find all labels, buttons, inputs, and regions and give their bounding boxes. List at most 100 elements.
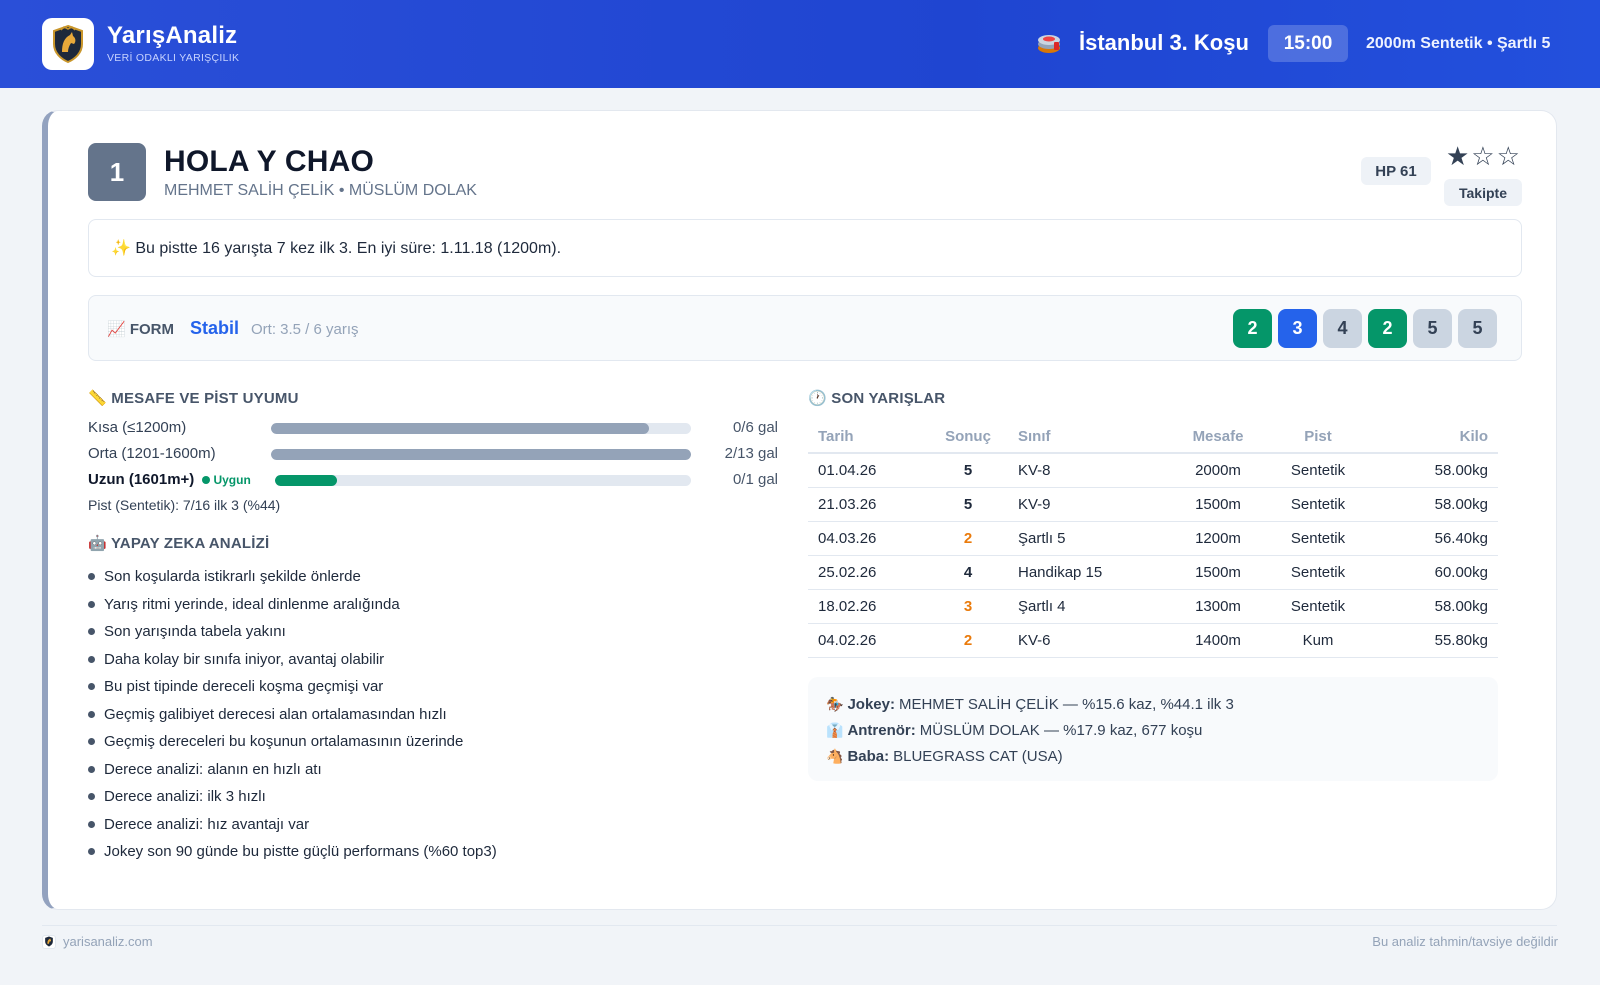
column-header[interactable]: Tarih (808, 421, 928, 454)
table-row[interactable]: 04.02.26 2 KV-6 1400m Kum 55.80kg (808, 623, 1498, 658)
cell-distance: 1300m (1168, 589, 1268, 624)
cell-track: Sentetik (1268, 555, 1368, 590)
list-item: Geçmiş dereceleri bu koşunun ortalamasın… (88, 728, 497, 756)
horse-connections: MEHMET SALİH ÇELİK • MÜSLÜM DOLAK (164, 182, 477, 199)
form-result-badge: 3 (1278, 309, 1317, 348)
column-header[interactable]: Sınıf (1008, 421, 1168, 454)
table-row[interactable]: 01.04.26 5 KV-8 2000m Sentetik 58.00kg (808, 453, 1498, 488)
horse-card: 1 HOLA Y CHAO MEHMET SALİH ÇELİK • MÜSLÜ… (42, 110, 1557, 910)
cell-track: Kum (1268, 623, 1368, 658)
horse-number-badge: 1 (88, 143, 146, 201)
cell-class: Şartlı 4 (1008, 589, 1168, 624)
cell-class: KV-9 (1008, 487, 1168, 522)
brand-logo[interactable] (42, 18, 94, 70)
cell-date: 04.03.26 (808, 521, 928, 556)
list-item: Derece analizi: ilk 3 hızlı (88, 783, 497, 811)
distance-bar-fill (271, 449, 691, 460)
list-item: Daha kolay bir sınıfa iniyor, avantaj ol… (88, 646, 497, 674)
cell-result: 2 (928, 623, 1008, 658)
horse-icon: 🐴 (826, 747, 844, 764)
follow-button[interactable]: Takipte (1444, 179, 1522, 206)
trainer-line: 👔 Antrenör: MÜSLÜM DOLAK — %17.9 kaz, 67… (826, 717, 1480, 743)
cell-distance: 1500m (1168, 487, 1268, 522)
track-note: ✨ Bu pistte 16 yarışta 7 kez ilk 3. En i… (88, 219, 1522, 277)
ai-section-title: 🤖 YAPAY ZEKA ANALİZİ (88, 535, 270, 552)
distance-label: Kısa (≤1200m) (88, 419, 187, 436)
distance-label: Uzun (1601m+) (88, 471, 195, 488)
list-item: Derece analizi: alanın en hızlı atı (88, 756, 497, 784)
cell-weight: 55.80kg (1368, 623, 1498, 658)
jockey-icon: 🏇 (826, 695, 844, 712)
distance-label-long: Uzun (1601m+) Uygun (88, 471, 251, 488)
race-track-icon (1038, 35, 1060, 53)
horse-name: HOLA Y CHAO (164, 145, 375, 178)
footer-logo-icon (42, 934, 56, 949)
cell-date: 21.03.26 (808, 487, 928, 522)
trainer-value: MÜSLÜM DOLAK — %17.9 kaz, 677 koşu (919, 721, 1203, 739)
list-item: Jokey son 90 günde bu pistte güçlü perfo… (88, 838, 497, 866)
cell-date: 18.02.26 (808, 589, 928, 624)
form-result-badge: 2 (1368, 309, 1407, 348)
race-time-badge: 15:00 (1268, 25, 1348, 62)
cell-distance: 1500m (1168, 555, 1268, 590)
cell-class: KV-6 (1008, 623, 1168, 658)
track-record-line: Pist (Sentetik): 7/16 ilk 3 (%44) (88, 497, 281, 513)
distance-label: Orta (1201-1600m) (88, 445, 216, 462)
list-item: Son koşularda istikrarlı şekilde önlerde (88, 563, 497, 591)
hp-badge: HP 61 (1361, 157, 1431, 185)
table-row[interactable]: 21.03.26 5 KV-9 1500m Sentetik 58.00kg (808, 487, 1498, 522)
table-header-row: Tarih Sonuç Sınıf Mesafe Pist Kilo (808, 421, 1498, 454)
column-header[interactable]: Sonuç (928, 421, 1008, 454)
distance-bar-fill (275, 475, 338, 486)
distance-bar-fill (271, 423, 649, 434)
trainer-icon: 👔 (826, 721, 844, 738)
cell-distance: 2000m (1168, 453, 1268, 488)
ai-analysis-list: Son koşularda istikrarlı şekilde önlerde… (88, 563, 497, 866)
form-results: 2 3 4 2 5 5 (1233, 309, 1497, 348)
race-info: 2000m Sentetik • Şartlı 5 (1366, 35, 1551, 52)
column-header[interactable]: Kilo (1368, 421, 1498, 454)
table-row[interactable]: 04.03.26 2 Şartlı 5 1200m Sentetik 56.40… (808, 521, 1498, 556)
rating-stars-icon[interactable]: ★☆☆ (1446, 141, 1522, 171)
table-row[interactable]: 18.02.26 3 Şartlı 4 1300m Sentetik 58.00… (808, 589, 1498, 624)
distance-row-short: Kısa (≤1200m) 0/6 gal (88, 419, 778, 439)
sire-value: BLUEGRASS CAT (USA) (893, 747, 1063, 765)
distance-bar (271, 423, 691, 434)
cell-class: KV-8 (1008, 453, 1168, 488)
trainer-label: Antrenör: (847, 721, 916, 739)
footer-site-link[interactable]: yarisanaliz.com (63, 934, 153, 949)
suitable-tag: Uygun (202, 473, 251, 487)
form-result-badge: 5 (1458, 309, 1497, 348)
cell-weight: 56.40kg (1368, 521, 1498, 556)
form-status: Stabil (190, 318, 240, 338)
form-average: Ort: 3.5 / 6 yarış (251, 321, 359, 338)
distance-row-mid: Orta (1201-1600m) 2/13 gal (88, 445, 778, 465)
cell-result: 2 (928, 521, 1008, 556)
distance-section-title: 📏 MESAFE VE PİST UYUMU (88, 390, 299, 407)
jockey-label: Jokey: (847, 695, 895, 713)
cell-track: Sentetik (1268, 589, 1368, 624)
cell-result: 5 (928, 453, 1008, 488)
list-item: Bu pist tipinde dereceli koşma geçmişi v… (88, 673, 497, 701)
distance-row-long: Uzun (1601m+) Uygun 0/1 gal (88, 471, 778, 491)
distance-bar (275, 475, 691, 486)
column-header[interactable]: Mesafe (1168, 421, 1268, 454)
form-result-badge: 2 (1233, 309, 1272, 348)
form-label: 📈 FORM (107, 321, 175, 338)
table-row[interactable]: 25.02.26 4 Handikap 15 1500m Sentetik 60… (808, 555, 1498, 590)
race-title: İstanbul 3. Koşu (1079, 30, 1249, 55)
horse-shield-logo-icon (53, 24, 83, 64)
footer-site[interactable]: yarisanaliz.com (42, 934, 153, 949)
recent-races-title: 🕐 SON YARIŞLAR (808, 390, 946, 407)
form-result-badge: 5 (1413, 309, 1452, 348)
brand-name: YarışAnaliz (107, 22, 238, 49)
footer-divider (42, 925, 1557, 926)
form-panel: 📈 FORM Stabil Ort: 3.5 / 6 yarış 2 3 4 2… (88, 295, 1522, 361)
jockey-value: MEHMET SALİH ÇELİK — %15.6 kaz, %44.1 il… (898, 695, 1234, 713)
column-header[interactable]: Pist (1268, 421, 1368, 454)
top-header: YarışAnaliz VERİ ODAKLI YARIŞÇILIK İstan… (0, 0, 1600, 88)
jockey-line: 🏇 Jokey: MEHMET SALİH ÇELİK — %15.6 kaz,… (826, 691, 1480, 717)
track-note-text: ✨ Bu pistte 16 yarışta 7 kez ilk 3. En i… (111, 240, 562, 257)
distance-value: 2/13 gal (724, 445, 778, 462)
list-item: Yarış ritmi yerinde, ideal dinlenme aral… (88, 591, 497, 619)
